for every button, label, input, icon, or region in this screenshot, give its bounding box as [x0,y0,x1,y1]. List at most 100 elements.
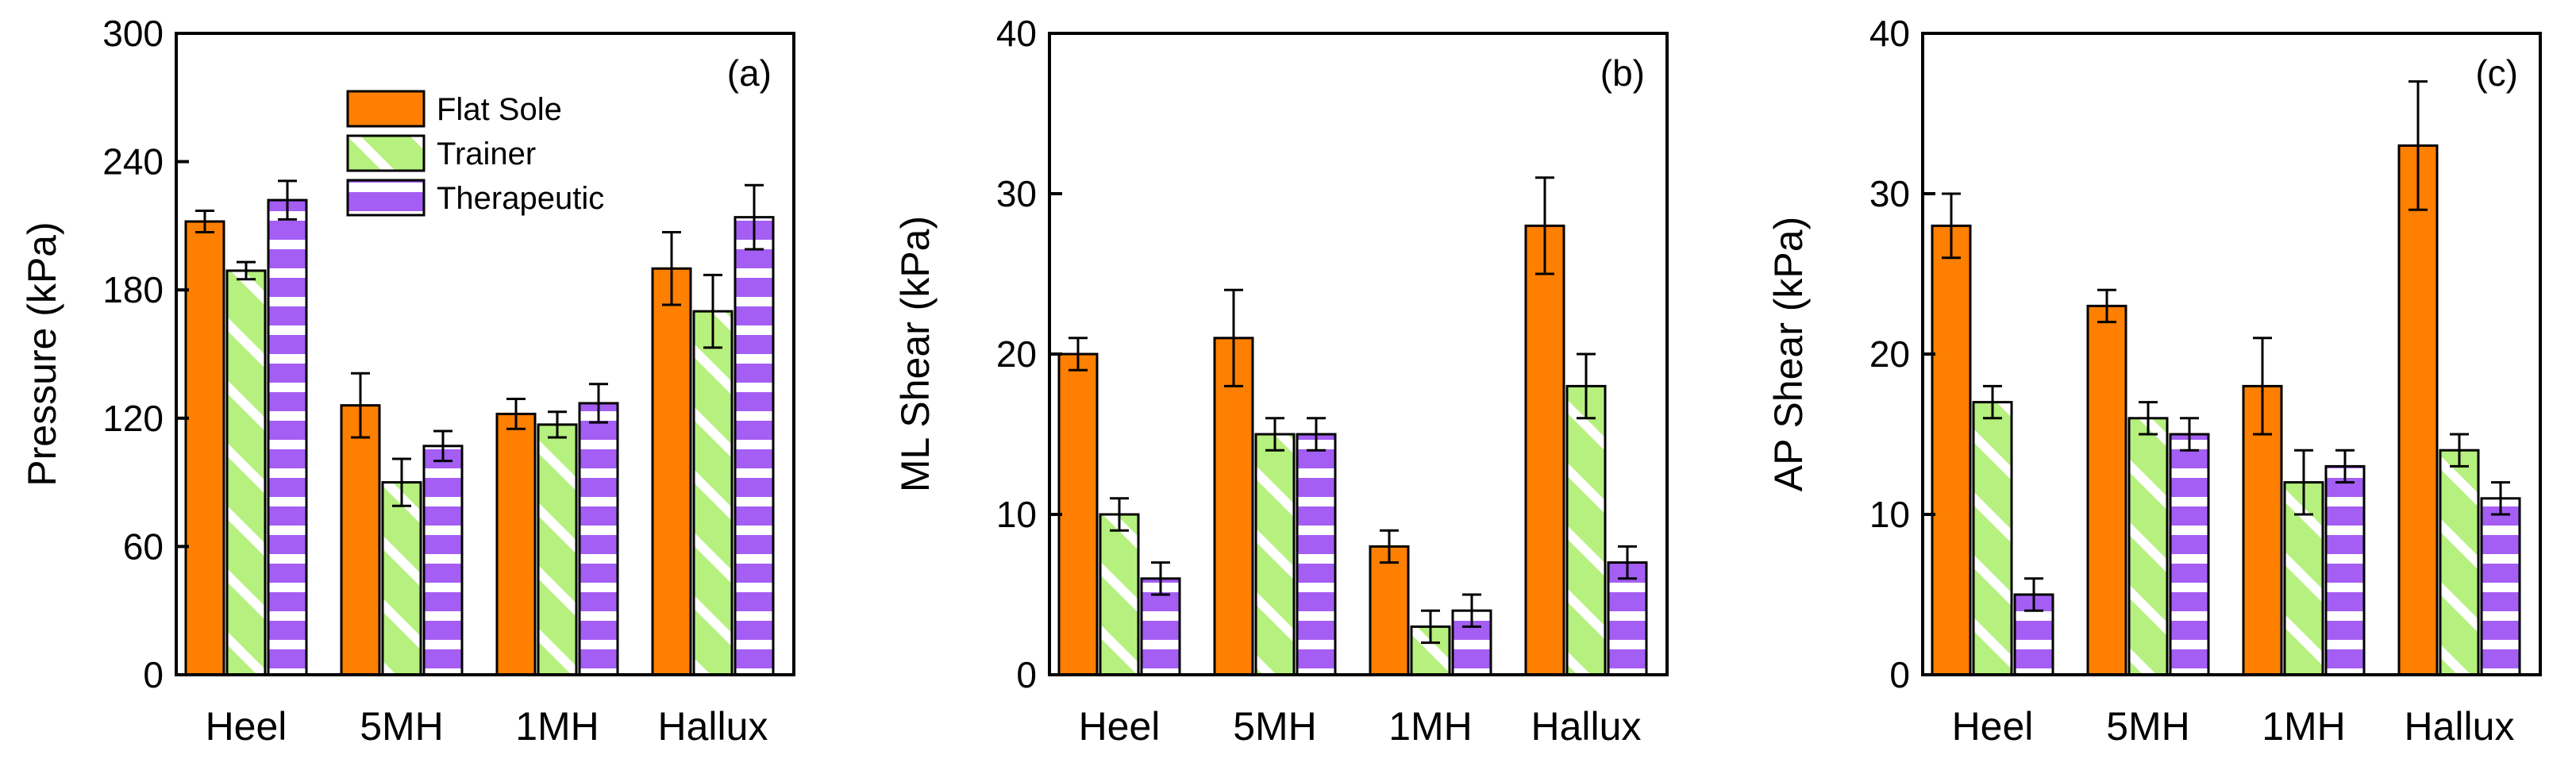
error-bar-flat-hallux [662,230,681,306]
error-bar-therapeutic-hallux [2491,481,2510,516]
bar-trainer-hallux [2439,449,2480,676]
error-bar-therapeutic-hallux [745,183,764,251]
error-bar-flat-1mh [506,398,526,430]
legend-label: Flat Sole [437,92,562,127]
legend-swatch-trainer [346,134,425,172]
legend-label: Therapeutic [437,181,604,216]
panel-c: Heel 5MH 1MH Hallux 0 10 20 30 40 AP Shear (kPa) (… [1766,13,2542,749]
y-tick-label: 20 [1869,333,1910,375]
x-tick-label: 5MH [360,704,444,749]
legend-label: Trainer [437,137,536,171]
bar-therapeutic-1mh [578,402,619,676]
bar-trainer-hallux [1565,384,1607,676]
x-tick-label: 1MH [1388,704,1473,749]
panel-label: (b) [1600,52,1645,94]
y-axis-title: AP Shear (kPa) [1766,217,1811,491]
y-tick-label: 180 [102,269,164,310]
error-bar-therapeutic-hallux [1618,545,1637,580]
legend-swatch-therapeutic [346,179,425,217]
error-bar-flat-5mh [2097,288,2116,324]
y-tick-label: 10 [1869,494,1910,535]
bar-trainer-1mh [537,423,578,676]
bar-therapeutic-hallux [734,216,775,676]
legend-item-trainer: Trainer [346,134,536,172]
error-bar-trainer-1mh [548,410,567,439]
bar-therapeutic-5mh [1296,433,1337,676]
bar-therapeutic-1mh [2324,464,2366,676]
legend: Flat Sole Trainer Therapeutic [346,90,604,217]
bar-therapeutic-heel [267,198,308,676]
bar-flat-1mh [1369,545,1410,676]
error-bar-therapeutic-heel [1151,561,1170,596]
x-tick-label: Hallux [2405,704,2515,749]
bar-therapeutic-hallux [1607,561,1648,676]
bar-trainer-5mh [1254,433,1296,676]
bar-flat-heel [1931,224,1972,676]
y-tick-label: 0 [1016,654,1037,695]
bar-trainer-5mh [381,481,422,676]
bar-trainer-heel [225,269,267,676]
error-bar-flat-heel [195,210,214,233]
error-bar-flat-5mh [351,372,370,439]
y-tick-label: 40 [996,13,1037,54]
y-tick-label: 120 [102,398,164,439]
y-tick-label: 240 [102,141,164,183]
panel-label: (c) [2475,52,2518,94]
y-tick-label: 300 [102,13,164,54]
error-bar-trainer-1mh [1421,609,1440,645]
x-tick-label: Heel [1952,704,2034,749]
y-tick-label: 60 [123,526,164,567]
error-bar-trainer-5mh [392,457,411,507]
error-bar-trainer-1mh [2294,449,2313,516]
error-bar-flat-hallux [2409,80,2428,211]
error-bar-trainer-heel [1983,384,2002,420]
bar-trainer-5mh [2127,417,2169,676]
error-bar-flat-heel [1942,192,1961,260]
legend-item-therapeutic: Therapeutic [346,179,604,217]
plot-frame [175,32,795,676]
error-bar-flat-5mh [1224,288,1243,387]
x-tick-label: 1MH [2262,704,2346,749]
x-tick-label: Hallux [658,704,768,749]
bar-flat-hallux [1524,224,1565,676]
x-tick-label: Hallux [1531,704,1642,749]
x-tick-label: 5MH [2106,704,2190,749]
x-tick-label: Heel [1079,704,1161,749]
legend-item-flat: Flat Sole [346,90,562,128]
bar-flat-1mh [495,412,537,676]
error-bar-trainer-hallux [2450,433,2469,468]
bar-trainer-heel [1972,401,2013,676]
error-bar-trainer-hallux [1577,352,1596,420]
error-bar-therapeutic-5mh [2180,417,2199,452]
error-bar-trainer-heel [237,260,256,281]
bar-flat-5mh [1213,337,1254,676]
error-bar-therapeutic-heel [278,179,297,221]
error-bar-therapeutic-1mh [1462,593,1481,628]
x-tick-label: Heel [206,704,287,749]
error-bar-flat-hallux [1535,176,1554,275]
y-tick-label: 30 [1869,173,1910,214]
bar-therapeutic-5mh [422,445,464,676]
error-bar-trainer-heel [1110,497,1129,532]
bar-flat-5mh [2086,304,2127,676]
bar-flat-5mh [340,404,381,676]
bar-flat-heel [1057,352,1099,676]
bar-therapeutic-hallux [2480,497,2521,676]
panel-a: Heel 5MH 1MH Hallux 0 60 120 180 240 300 Pressure … [20,13,795,749]
y-axis-title: ML Shear (kPa) [893,216,938,492]
error-bar-trainer-5mh [1265,417,1284,452]
error-bar-trainer-hallux [703,273,722,349]
y-tick-label: 30 [996,173,1037,214]
error-bar-therapeutic-1mh [2335,449,2355,484]
y-tick-label: 10 [996,494,1037,535]
y-axis-title: Pressure (kPa) [20,221,64,486]
error-bar-flat-heel [1069,337,1088,372]
bar-trainer-hallux [692,310,734,676]
bar-therapeutic-5mh [2169,433,2210,676]
error-bar-flat-1mh [2253,337,2272,436]
panel-label: (a) [727,52,772,94]
bar-flat-hallux [651,267,692,676]
error-bar-therapeutic-1mh [589,383,608,424]
bar-trainer-heel [1099,513,1140,676]
